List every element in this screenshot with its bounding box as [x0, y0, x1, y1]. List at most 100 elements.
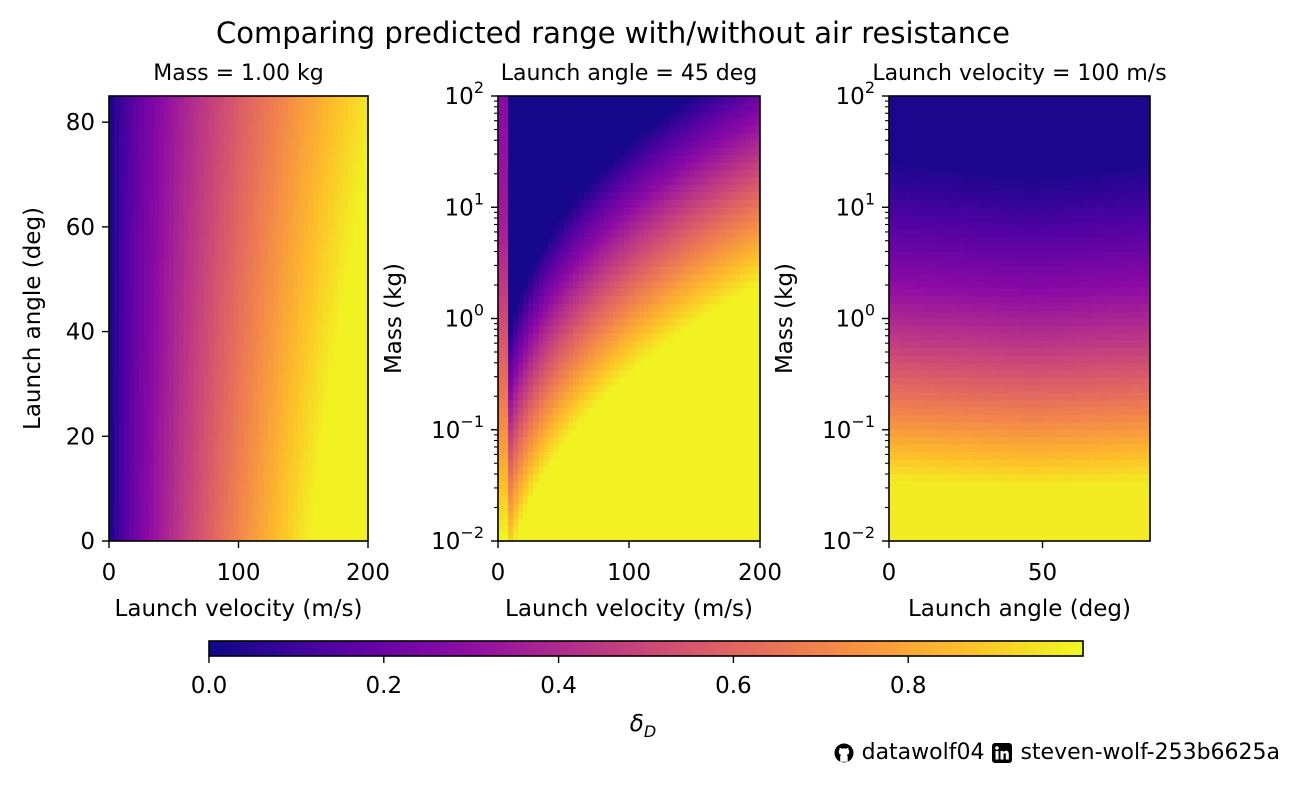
- heatmap-cell: [343, 437, 349, 446]
- heatmap-cell: [203, 489, 210, 498]
- heatmap-cell: [133, 311, 140, 320]
- heatmap-cell: [629, 392, 635, 401]
- heatmap-cell: [513, 229, 519, 238]
- heatmap-cell: [123, 288, 130, 297]
- heatmap-cell: [353, 459, 359, 468]
- heatmap-cell: [323, 303, 329, 312]
- heatmap-cell: [118, 407, 125, 416]
- heatmap-cell: [273, 177, 279, 186]
- heatmap-cell: [213, 481, 220, 490]
- heatmap-cell: [328, 437, 334, 446]
- heatmap-cell: [508, 496, 514, 505]
- heatmap-cell: [348, 236, 354, 245]
- heatmap-cell: [639, 385, 645, 394]
- heatmap-cell: [553, 444, 560, 453]
- heatmap-cell: [634, 318, 640, 327]
- heatmap-cell: [208, 496, 215, 505]
- heatmap-cell: [193, 355, 200, 364]
- heatmap-cell: [523, 133, 529, 142]
- heatmap-cell: [328, 503, 334, 512]
- heatmap-cell: [649, 162, 655, 171]
- heatmap-cell: [238, 496, 245, 505]
- heatmap-cell: [538, 259, 544, 268]
- heatmap-cell: [303, 147, 309, 156]
- heatmap-cell: [273, 125, 279, 134]
- heatmap-cell: [118, 125, 125, 134]
- heatmap-cell: [243, 518, 250, 527]
- heatmap-cell: [578, 466, 585, 475]
- heatmap-cell: [158, 207, 165, 216]
- heatmap-cell: [168, 348, 175, 357]
- heatmap-cell: [233, 518, 240, 527]
- heatmap-cell: [123, 318, 130, 327]
- heatmap-cell: [508, 429, 514, 438]
- heatmap-cell: [128, 489, 135, 498]
- heatmap-cell: [323, 363, 329, 372]
- heatmap-cell: [343, 236, 349, 245]
- heatmap-cell: [518, 185, 524, 194]
- heatmap-cell: [168, 162, 175, 171]
- heatmap-cell: [113, 207, 120, 216]
- heatmap-cell: [649, 281, 655, 290]
- heatmap-cell: [528, 325, 534, 334]
- heatmap-cell: [323, 355, 329, 364]
- heatmap-cell: [543, 125, 549, 134]
- heatmap-cell: [618, 340, 625, 349]
- heatmap-cell: [203, 533, 210, 541]
- heatmap-cell: [618, 489, 625, 498]
- heatmap-cell: [158, 118, 165, 127]
- heatmap-cell: [353, 222, 359, 231]
- heatmap-cell: [168, 355, 175, 364]
- heatmap-cell: [508, 400, 514, 409]
- heatmap-cell: [313, 503, 319, 512]
- heatmap-cell: [343, 162, 349, 171]
- heatmap-cell: [158, 511, 165, 520]
- heatmap-cell: [158, 318, 165, 327]
- heatmap-cell: [568, 370, 575, 379]
- heatmap-cell: [363, 229, 368, 238]
- heatmap-cell: [203, 318, 210, 327]
- heatmap-cell: [593, 533, 600, 541]
- heatmap-cell: [588, 207, 595, 216]
- heatmap-cell: [163, 118, 170, 127]
- heatmap-cell: [238, 311, 245, 320]
- heatmap-cell: [553, 244, 560, 253]
- heatmap-cell: [538, 348, 544, 357]
- heatmap-cell: [553, 355, 560, 364]
- heatmap-cell: [118, 474, 125, 483]
- heatmap-cell: [588, 377, 595, 386]
- heatmap-cell: [623, 511, 630, 520]
- heatmap-cell: [598, 348, 605, 357]
- heatmap-cell: [578, 526, 585, 535]
- heatmap-cell: [533, 377, 539, 386]
- heatmap-cell: [603, 125, 610, 134]
- heatmap-cell: [293, 392, 299, 401]
- heatmap-cell: [603, 422, 610, 431]
- heatmap-cell: [109, 444, 115, 453]
- heatmap-cell: [228, 214, 235, 223]
- heatmap-cell: [163, 407, 170, 416]
- heatmap-cell: [258, 118, 264, 127]
- heatmap-cell: [608, 474, 615, 483]
- heatmap-cell: [623, 259, 630, 268]
- heatmap-cell: [308, 444, 314, 453]
- heatmap-cell: [173, 422, 180, 431]
- heatmap-cell: [598, 414, 605, 423]
- heatmap-cell: [649, 192, 655, 201]
- heatmap-cell: [508, 199, 514, 208]
- heatmap-cell: [508, 288, 514, 297]
- heatmap-cell: [333, 325, 339, 334]
- heatmap-cell: [568, 407, 575, 416]
- heatmap-cell: [178, 303, 185, 312]
- heatmap-cell: [328, 140, 334, 149]
- heatmap-cell: [578, 133, 585, 142]
- heatmap-cell: [313, 96, 319, 105]
- heatmap-cell: [553, 125, 560, 134]
- heatmap-cell: [353, 236, 359, 245]
- heatmap-cell: [323, 155, 329, 164]
- heatmap-cell: [238, 385, 245, 394]
- heatmap-cell: [603, 288, 610, 297]
- heatmap-cell: [338, 503, 344, 512]
- heatmap-cell: [213, 385, 220, 394]
- heatmap-cell: [148, 407, 155, 416]
